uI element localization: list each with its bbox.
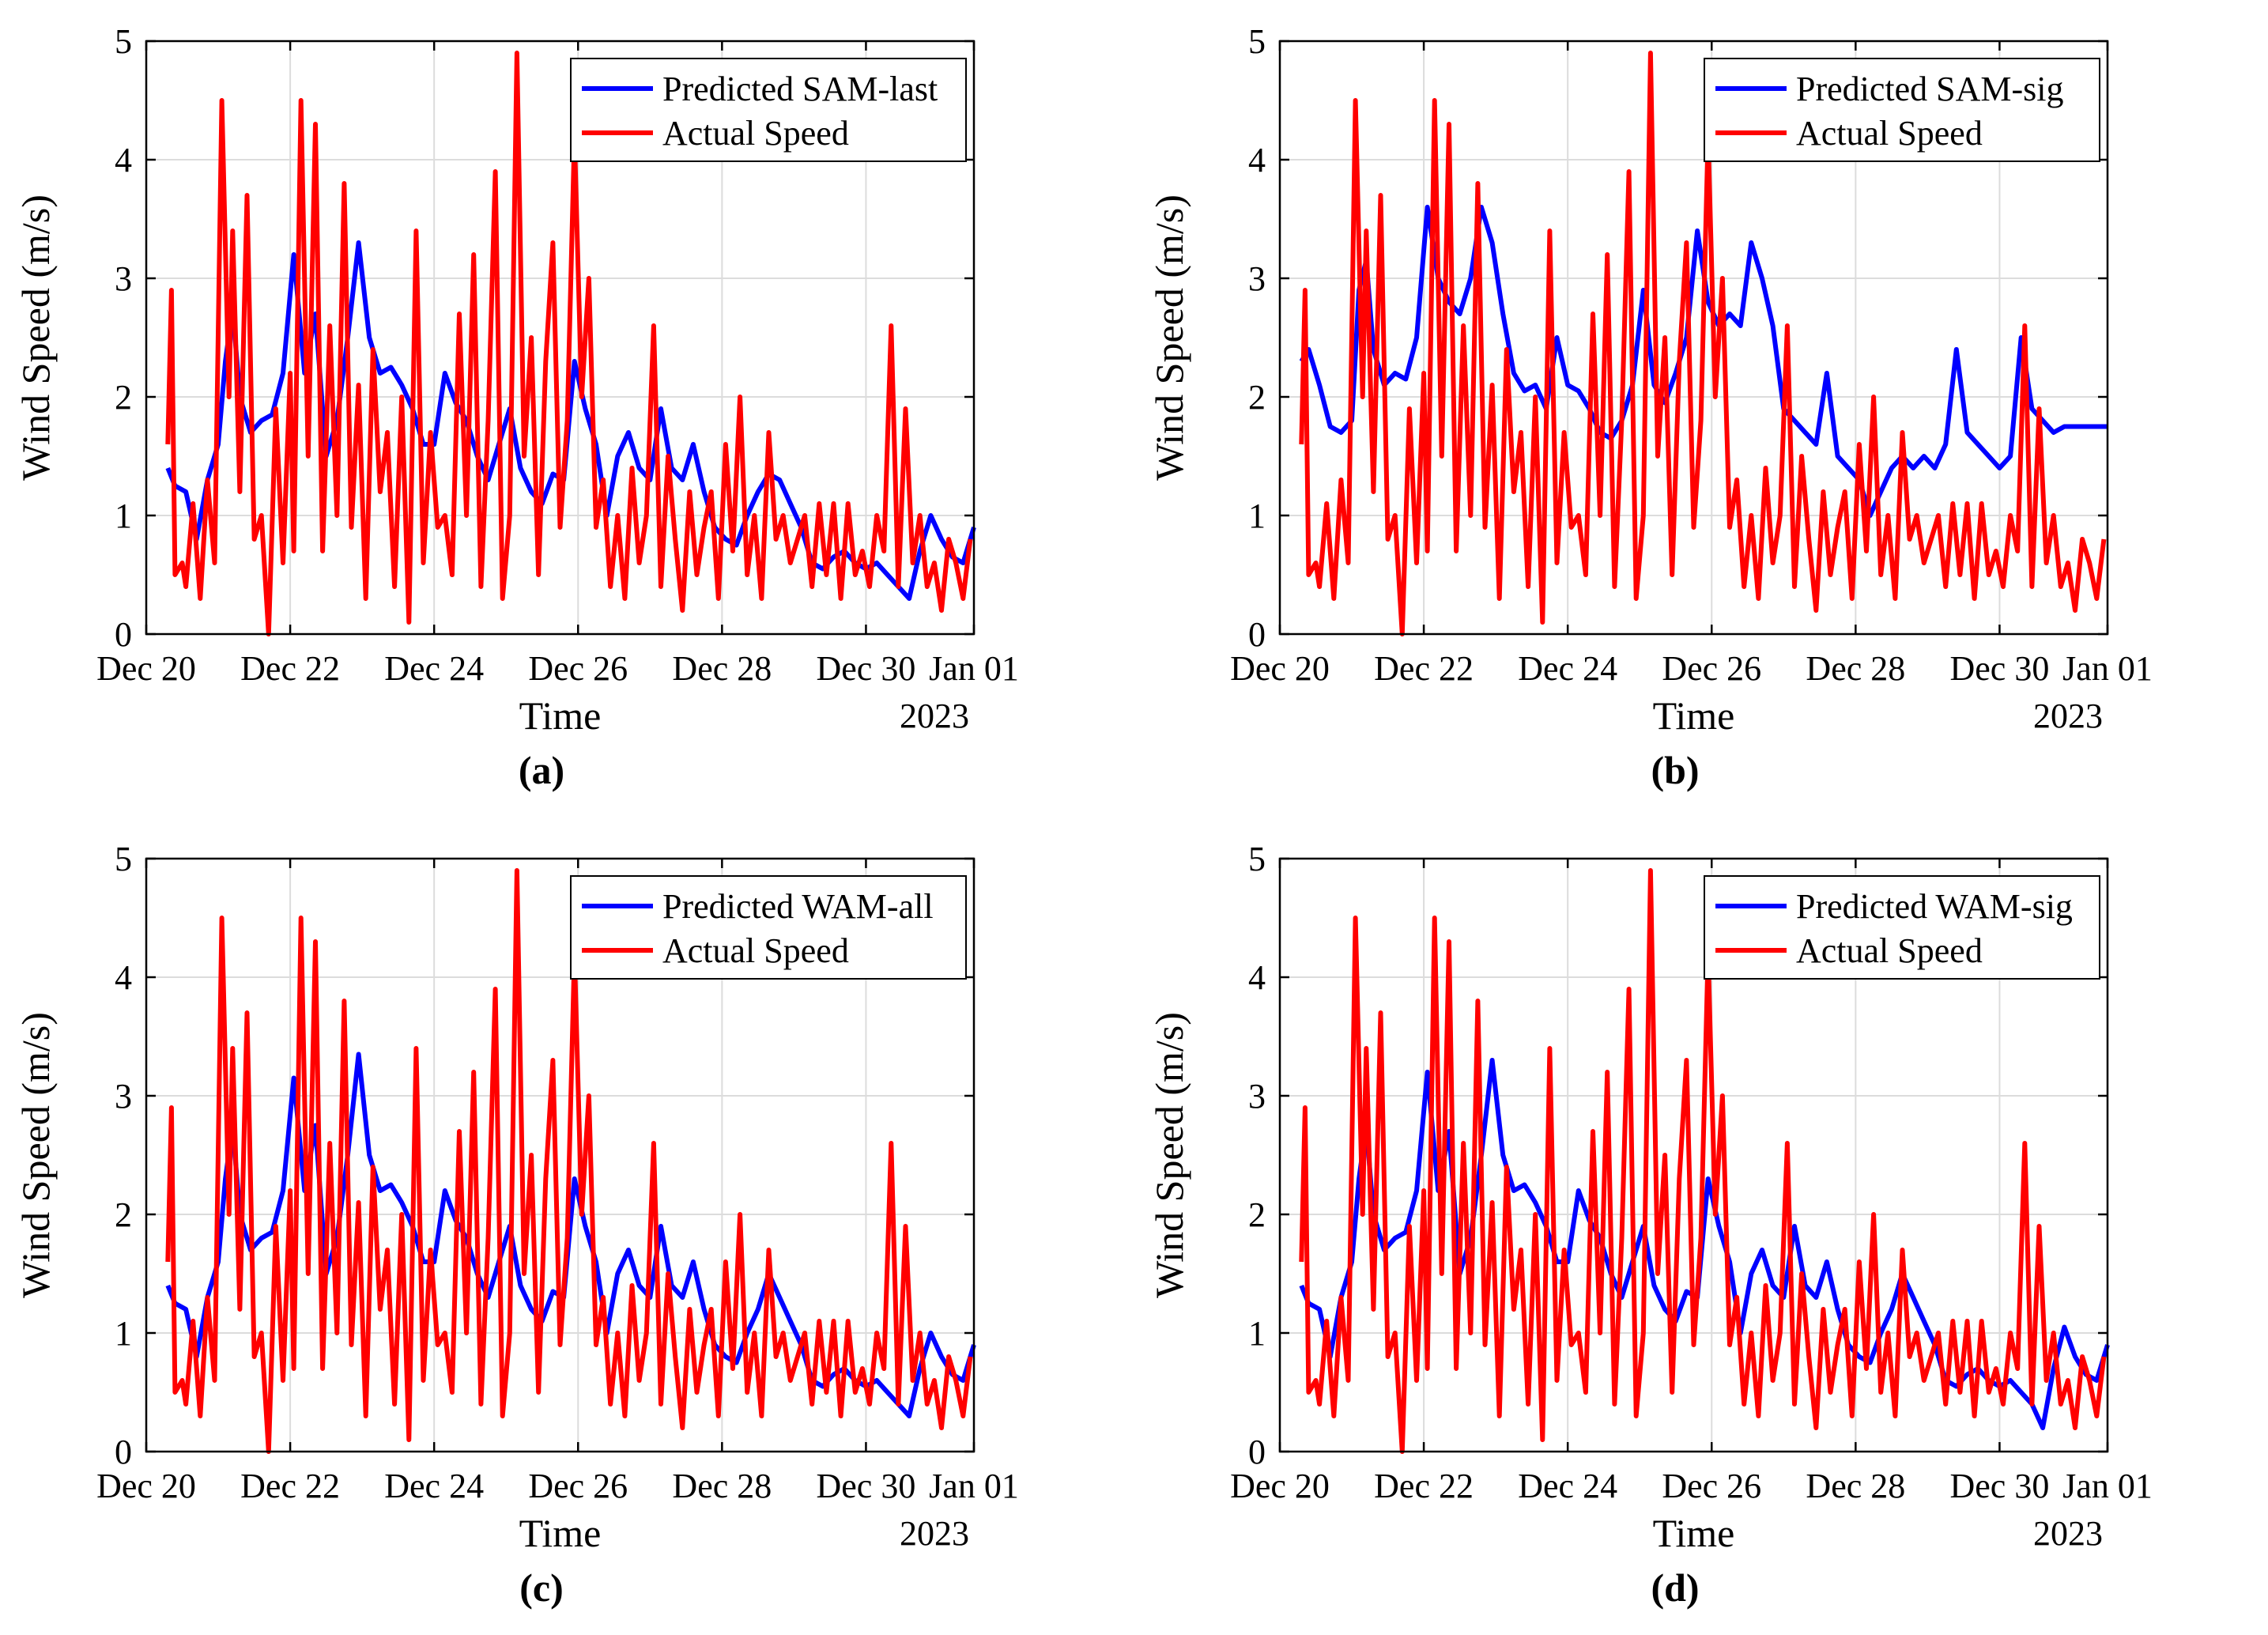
y-tick-label: 5: [1248, 840, 1266, 878]
x-tick-label: Dec 26: [528, 1467, 628, 1505]
legend-entry-actual: Actual Speed: [662, 931, 849, 970]
x-tick-label: Dec 30: [817, 649, 916, 688]
x-tick-label: Dec 20: [1230, 1467, 1330, 1505]
chart-b-svg: Dec 20 Dec 22 Dec 24 Dec 26 Dec 28 Dec 30 Jan …: [1147, 22, 2153, 738]
series-line-actual: [1299, 51, 2107, 636]
y-tick-label: 3: [115, 1077, 132, 1116]
legend-entry-actual: Actual Speed: [662, 114, 849, 153]
legend-box: [570, 58, 967, 162]
legend-entry-predicted: Predicted SAM-sig: [1796, 70, 2064, 108]
axes-box: [1278, 40, 2109, 636]
x-tick-label: Dec 30: [817, 1467, 916, 1505]
x-tick-label: Dec 24: [1518, 649, 1617, 688]
series-line-predicted: [1299, 205, 2108, 518]
panel-label-c: (c): [519, 1565, 564, 1610]
y-tick-label: 4: [115, 141, 132, 179]
axes-box: [145, 40, 976, 636]
axes-box: [145, 857, 976, 1453]
panel-label-d: (d): [1651, 1565, 1700, 1610]
chart-panel-a: Dec 20 Dec 22 Dec 24 Dec 26 Dec 28 Dec 30 Jan …: [0, 0, 1134, 818]
legend-box: [570, 875, 967, 980]
x-tick-label: Jan 01: [2062, 649, 2153, 688]
y-axis-label: Wind Speed (m/s): [1147, 194, 1191, 481]
y-tick-label: 3: [1248, 259, 1266, 298]
y-tick-label: 5: [1248, 22, 1266, 61]
y-tick-label: 4: [115, 958, 132, 997]
legend-box: [1704, 875, 2100, 980]
x-secondary-label: 2023: [900, 697, 969, 735]
chart-c-svg: Dec 20 Dec 22 Dec 24 Dec 26 Dec 28 Dec 30 Jan …: [13, 840, 1019, 1555]
chart-panel-b: Dec 20 Dec 22 Dec 24 Dec 26 Dec 28 Dec 30 Jan …: [1134, 0, 2267, 818]
x-secondary-label: 2023: [900, 1514, 969, 1553]
y-tick-label: 0: [1248, 615, 1266, 654]
x-axis-label: Time: [1653, 693, 1735, 738]
series-line-actual: [1299, 868, 2107, 1454]
x-tick-label: Dec 20: [96, 649, 196, 688]
x-tick-label: Jan 01: [929, 649, 1019, 688]
chart-panel-d: Dec 20 Dec 22 Dec 24 Dec 26 Dec 28 Dec 30 Jan …: [1134, 818, 2267, 1635]
legend-entry-actual: Actual Speed: [1796, 931, 1983, 970]
y-tick-label: 0: [115, 1433, 132, 1471]
x-tick-label: Dec 28: [672, 1467, 772, 1505]
chart-panel-c: Dec 20 Dec 22 Dec 24 Dec 26 Dec 28 Dec 30 Jan …: [0, 818, 1134, 1635]
y-axis-label: Wind Speed (m/s): [1147, 1012, 1191, 1298]
series-line-actual: [165, 51, 973, 636]
x-tick-label: Dec 20: [1230, 649, 1330, 688]
x-tick-label: Jan 01: [2062, 1467, 2153, 1505]
y-tick-label: 1: [1248, 497, 1266, 535]
x-tick-label: Dec 22: [240, 649, 340, 688]
legend-entry-predicted: Predicted WAM-sig: [1796, 887, 2073, 926]
y-tick-label: 4: [1248, 141, 1266, 179]
x-tick-label: Dec 28: [1806, 649, 1905, 688]
x-tick-label: Dec 28: [672, 649, 772, 688]
y-tick-label: 1: [115, 497, 132, 535]
x-axis-label: Time: [519, 693, 602, 738]
x-tick-label: Dec 22: [1374, 649, 1474, 688]
legend-entry-actual: Actual Speed: [1796, 114, 1983, 153]
y-tick-label: 2: [1248, 1195, 1266, 1234]
y-tick-label: 1: [115, 1314, 132, 1353]
legend-entry-predicted: Predicted WAM-all: [662, 887, 934, 926]
x-tick-label: Dec 26: [1662, 649, 1761, 688]
x-tick-label: Dec 24: [1518, 1467, 1617, 1505]
x-tick-label: Dec 24: [384, 1467, 484, 1505]
y-tick-label: 4: [1248, 958, 1266, 997]
y-tick-label: 2: [115, 378, 132, 417]
x-secondary-label: 2023: [2033, 1514, 2103, 1553]
panel-label-a: (a): [518, 748, 565, 792]
y-axis-label: Wind Speed (m/s): [13, 1012, 58, 1298]
panel-label-b: (b): [1651, 748, 1700, 792]
legend-entry-predicted: Predicted SAM-last: [662, 70, 938, 108]
x-axis-label: Time: [519, 1511, 602, 1555]
y-tick-label: 5: [115, 22, 132, 61]
x-tick-label: Dec 30: [1950, 1467, 2050, 1505]
series-line-actual: [165, 868, 973, 1454]
y-tick-label: 3: [115, 259, 132, 298]
y-tick-label: 2: [115, 1195, 132, 1234]
y-axis-label: Wind Speed (m/s): [13, 194, 58, 481]
x-tick-label: Dec 22: [240, 1467, 340, 1505]
y-tick-label: 2: [1248, 378, 1266, 417]
x-tick-label: Dec 24: [384, 649, 484, 688]
x-tick-label: Jan 01: [929, 1467, 1019, 1505]
chart-d-svg: Dec 20 Dec 22 Dec 24 Dec 26 Dec 28 Dec 30 Jan …: [1147, 840, 2153, 1555]
chart-a-svg: Dec 20 Dec 22 Dec 24 Dec 26 Dec 28 Dec 30 Jan …: [13, 22, 1019, 738]
x-tick-label: Dec 30: [1950, 649, 2050, 688]
x-tick-label: Dec 26: [528, 649, 628, 688]
x-secondary-label: 2023: [2033, 697, 2103, 735]
y-tick-label: 1: [1248, 1314, 1266, 1353]
x-axis-label: Time: [1653, 1511, 1735, 1555]
x-tick-label: Dec 28: [1806, 1467, 1905, 1505]
x-tick-label: Dec 22: [1374, 1467, 1474, 1505]
y-tick-label: 0: [115, 615, 132, 654]
legend-box: [1704, 58, 2100, 162]
x-tick-label: Dec 26: [1662, 1467, 1761, 1505]
axes-box: [1278, 857, 2109, 1453]
y-tick-label: 5: [115, 840, 132, 878]
y-tick-label: 0: [1248, 1433, 1266, 1471]
x-tick-label: Dec 20: [96, 1467, 196, 1505]
y-tick-label: 3: [1248, 1077, 1266, 1116]
